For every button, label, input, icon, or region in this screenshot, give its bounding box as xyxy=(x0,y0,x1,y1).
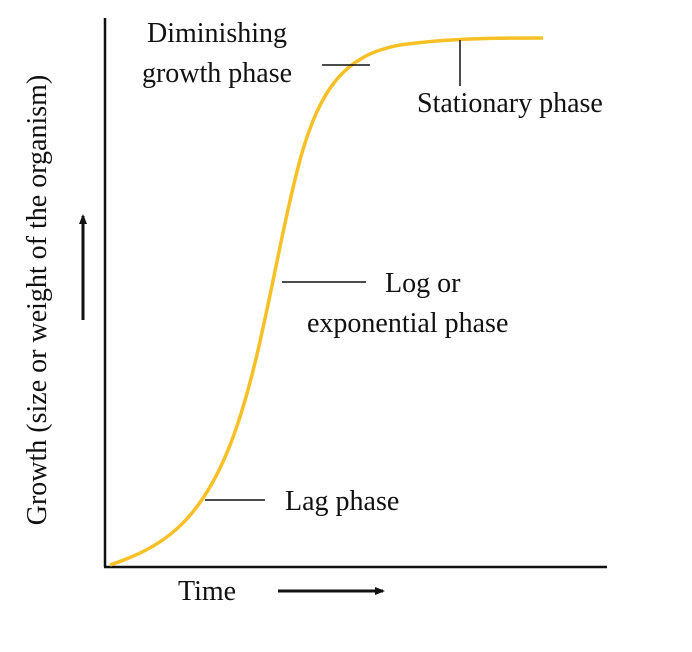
phase-label: growth phase xyxy=(142,58,292,89)
phase-label: Lag phase xyxy=(285,486,399,517)
phase-label: exponential phase xyxy=(307,308,508,339)
growth-curve xyxy=(109,36,544,567)
phase-label: Log or xyxy=(385,268,461,299)
y-axis-label: Growth (size or weight of the organism) xyxy=(22,75,53,526)
x-axis-label: Time xyxy=(178,576,236,607)
phase-label: Stationary phase xyxy=(417,88,603,119)
phase-label: Diminishing xyxy=(147,18,287,49)
